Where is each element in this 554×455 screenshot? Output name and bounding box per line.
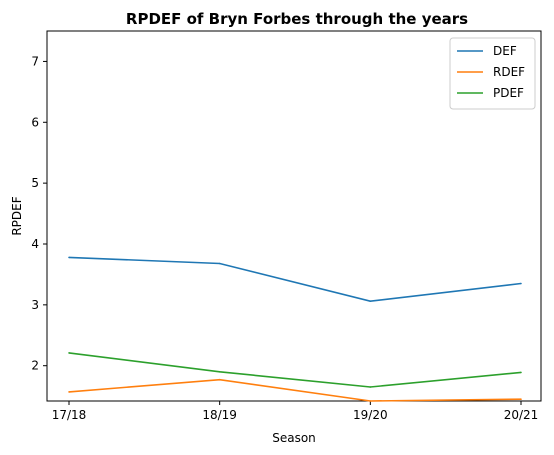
data-point (218, 262, 221, 265)
x-axis: 17/18 18/19 19/20 20/21 (52, 401, 539, 422)
y-tick-label: 2 (31, 359, 39, 373)
y-axis: 2 3 4 5 6 7 (31, 54, 47, 373)
data-point (369, 386, 372, 388)
x-axis-label: Season (272, 431, 316, 445)
data-point (68, 352, 70, 354)
data-point (520, 398, 522, 401)
series-lines (68, 256, 522, 402)
legend-label: RDEF (493, 65, 525, 79)
x-tick-label: 19/20 (353, 408, 388, 422)
x-tick-label: 17/18 (52, 408, 87, 422)
series-line-pdef (68, 352, 522, 388)
y-tick-label: 6 (31, 115, 39, 129)
chart-title: RPDEF of Bryn Forbes through the years (126, 10, 468, 28)
y-tick-label: 5 (31, 176, 39, 190)
y-tick-label: 7 (31, 54, 39, 68)
series-line-rdef (68, 378, 522, 402)
data-point (68, 256, 70, 259)
y-tick-label: 3 (31, 298, 39, 312)
data-point (520, 282, 522, 285)
legend: DEF RDEF PDEF (449, 37, 536, 110)
legend-box (449, 37, 536, 110)
legend-label: DEF (493, 44, 517, 58)
y-tick-label: 4 (31, 237, 39, 251)
legend-label: PDEF (493, 86, 524, 100)
x-tick-label: 20/21 (504, 408, 539, 422)
data-point (520, 371, 522, 374)
x-tick-label: 18/19 (202, 408, 237, 422)
data-point (369, 300, 372, 303)
data-point (218, 378, 221, 381)
y-axis-label: RPDEF (10, 196, 24, 235)
data-point (369, 400, 372, 402)
data-point (68, 391, 70, 393)
series-line-def (68, 256, 522, 303)
data-point (218, 371, 221, 373)
